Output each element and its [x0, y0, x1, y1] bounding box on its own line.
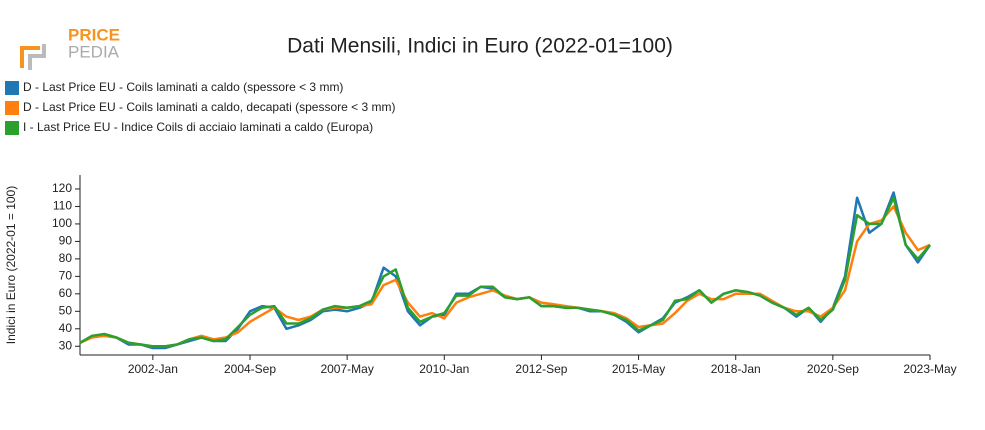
y-axis-label: Indici in Euro (2022-01 = 100) — [4, 186, 18, 344]
x-tick-label: 2012-Sep — [515, 362, 567, 376]
y-tick-label: 60 — [59, 286, 73, 300]
y-tick-label: 120 — [52, 181, 72, 195]
series-line — [79, 205, 931, 348]
legend-swatch — [5, 101, 19, 115]
y-tick-label: 30 — [59, 338, 73, 352]
x-tick-label: 2004-Sep — [224, 362, 276, 376]
y-tick-label: 100 — [52, 216, 72, 230]
y-tick-label: 70 — [59, 269, 73, 283]
logo-text: PEDIA — [68, 42, 120, 61]
logo-text: PRICE — [68, 25, 120, 44]
series-line — [79, 191, 932, 350]
x-tick-label: 2002-Jan — [128, 362, 178, 376]
series-line — [79, 196, 931, 348]
chart-title: Dati Mensili, Indici in Euro (2022-01=10… — [287, 35, 673, 58]
x-tick-label: 2020-Sep — [807, 362, 859, 376]
logo: PRICE PEDIA — [20, 25, 120, 70]
y-tick-label: 50 — [59, 303, 73, 317]
y-tick-label: 90 — [59, 234, 73, 248]
x-tick-label: 2010-Jan — [419, 362, 469, 376]
x-tick-label: 2007-May — [320, 362, 373, 376]
x-tick-label: 2018-Jan — [711, 362, 761, 376]
legend-swatch — [5, 121, 19, 135]
legend-label: D - Last Price EU - Coils laminati a cal… — [23, 80, 343, 94]
logo-mark — [28, 44, 46, 70]
x-tick-label: 2023-May — [903, 362, 956, 376]
x-tick-label: 2015-May — [612, 362, 665, 376]
y-tick-label: 40 — [59, 321, 73, 335]
y-tick-label: 110 — [53, 199, 72, 213]
legend-label: I - Last Price EU - Indice Coils di acci… — [23, 120, 373, 134]
logo-mark — [20, 46, 40, 68]
legend-label: D - Last Price EU - Coils laminati a cal… — [23, 100, 395, 114]
legend-swatch — [5, 81, 19, 95]
y-tick-label: 80 — [59, 251, 73, 265]
